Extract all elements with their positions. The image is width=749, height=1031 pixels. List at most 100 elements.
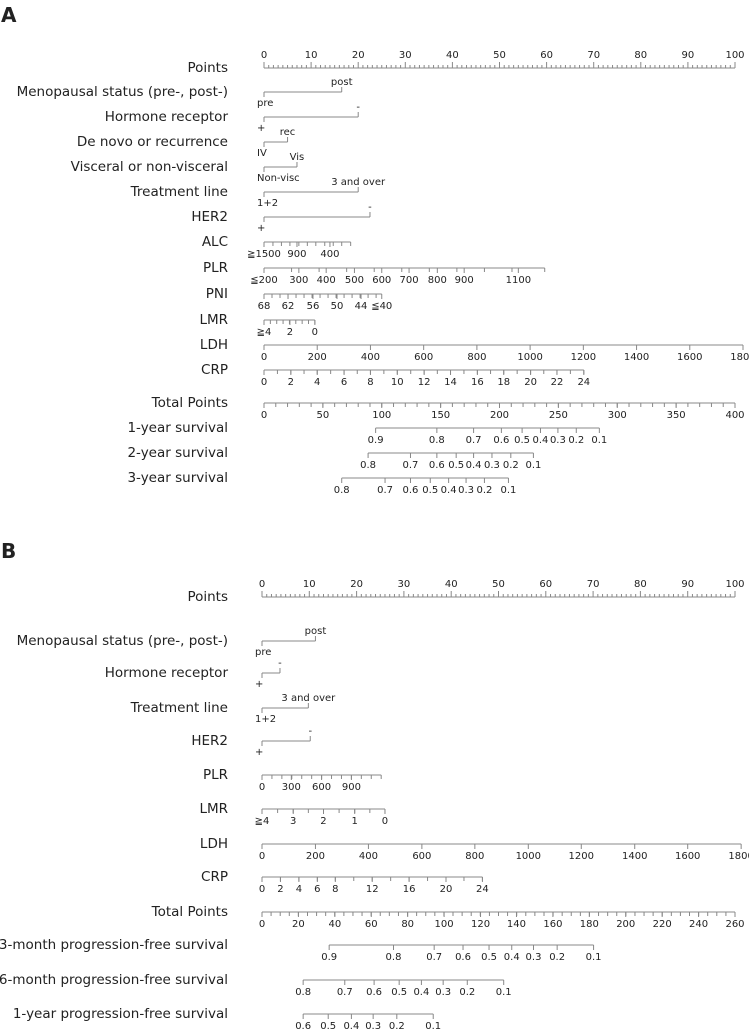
tick-label-points-8: 80 [634,579,647,590]
tick-label-ldh-4: 800 [465,851,484,862]
row-label-plr: PLR [203,260,228,276]
tick-label-1-year-survival-1: 0.8 [429,435,445,446]
tick-label-total-points-12: 240 [689,919,708,930]
tick-label-hormone-receptor-0: + [257,123,265,134]
tick-label-6-month-progression-free-survival-5: 0.3 [435,987,451,998]
tick-label-plr-1: 300 [282,782,301,793]
tick-label-points-6: 60 [540,50,553,61]
tick-label-pni-3: 50 [331,301,344,312]
tick-label-treatment-line-1: 3 and over [281,693,336,704]
tick-label-1-year-progression-free-survival-1: 0.5 [320,1021,336,1031]
nomogram-row-2-year-survival: 2-year survival 0.8 0.7 0.6 0.5 0.4 0.3 0.2 0.1 [127,445,541,471]
tick-label-crp-7: 20 [440,884,453,895]
tick-label-plr-2: 400 [317,275,336,286]
row-label-1-year-progression-free-survival: 1-year progression-free survival [13,1006,228,1022]
tick-label-3-month-progression-free-survival-6: 0.3 [526,952,542,963]
nomogram-row-points: Points 0 10 20 30 40 50 60 70 80 90 100 [187,579,744,605]
tick-label-ldh-5: 1000 [516,851,541,862]
row-label-menopausal-status-pre-post: Menopausal status (pre-, post-) [17,84,228,100]
tick-label-crp-2: 4 [296,884,302,895]
tick-label-crp-4: 8 [367,377,373,388]
row-label-treatment-line: Treatment line [130,700,228,716]
nomogram-row-hormone-receptor: Hormone receptor + - [105,658,282,690]
nomogram-row-total-points: Total Points 0 20 40 60 80 100 120 140 160 180 200 2… [151,904,745,930]
row-label-3-year-survival: 3-year survival [127,470,228,486]
tick-label-total-points-4: 200 [490,410,509,421]
tick-label-total-points-10: 200 [616,919,635,930]
tick-label-lmr-0: ≧4 [257,327,272,338]
tick-label-menopausal-status-pre-post-1: post [305,626,327,637]
tick-label-points-5: 50 [493,50,506,61]
tick-label-total-points-0: 0 [261,410,267,421]
tick-label-ldh-2: 400 [361,352,380,363]
tick-label-total-points-8: 160 [543,919,562,930]
tick-label-1-year-progression-free-survival-2: 0.4 [343,1021,359,1031]
tick-label-crp-5: 12 [366,884,379,895]
tick-label-1-year-progression-free-survival-0: 0.6 [295,1021,311,1031]
tick-label-total-points-2: 40 [328,919,341,930]
tick-label-1-year-progression-free-survival-3: 0.3 [365,1021,381,1031]
row-label-pni: PNI [206,286,228,302]
tick-label-total-points-6: 120 [471,919,490,930]
row-label-menopausal-status-pre-post: Menopausal status (pre-, post-) [17,633,228,649]
row-label-crp: CRP [201,869,228,885]
tick-label-1-year-survival-2: 0.7 [466,435,482,446]
tick-label-crp-1: 2 [277,884,283,895]
tick-label-6-month-progression-free-survival-7: 0.1 [496,987,512,998]
tick-label-plr-5: 700 [400,275,419,286]
tick-label-plr-4: 600 [372,275,391,286]
tick-label-plr-0: ≦200 [250,275,277,286]
tick-label-her2-1: - [368,202,372,213]
tick-label-alc-2: 400 [320,249,339,260]
tick-label-total-points-1: 50 [317,410,330,421]
tick-label-treatment-line-1: 3 and over [331,177,386,188]
tick-label-plr-8: 1100 [506,275,531,286]
tick-label-2-year-survival-7: 0.1 [525,460,541,471]
tick-label-ldh-7: 1400 [624,352,649,363]
tick-label-pni-1: 62 [282,301,295,312]
nomogram-row-hormone-receptor: Hormone receptor + - [105,102,361,134]
tick-label-crp-6: 16 [403,884,416,895]
tick-label-2-year-survival-4: 0.4 [466,460,482,471]
tick-label-crp-7: 14 [444,377,457,388]
tick-label-alc-1: 900 [287,249,306,260]
row-label-alc: ALC [202,234,228,250]
nomogram-row-total-points: Total Points 0 50 100 150 200 250 300 350 400 [151,395,745,421]
tick-label-points-7: 70 [587,50,600,61]
tick-label-points-7: 70 [587,579,600,590]
tick-label-1-year-survival-5: 0.4 [533,435,549,446]
nomogram-row-points: Points 0 10 20 30 40 50 60 70 80 90 100 [187,50,744,76]
tick-label-ldh-1: 200 [308,352,327,363]
tick-label-points-8: 80 [634,50,647,61]
tick-label-plr-1: 300 [289,275,308,286]
tick-label-her2-1: - [308,726,312,737]
row-label-lmr: LMR [199,801,228,817]
tick-label-de-novo-or-recurrence-1: rec [280,127,296,138]
tick-label-2-year-survival-6: 0.2 [503,460,519,471]
tick-label-points-4: 40 [446,50,459,61]
tick-label-lmr-2: 0 [312,327,318,338]
tick-label-points-9: 90 [682,50,695,61]
tick-label-6-month-progression-free-survival-3: 0.5 [391,987,407,998]
tick-label-crp-2: 4 [314,377,320,388]
tick-label-3-month-progression-free-survival-5: 0.4 [504,952,520,963]
tick-label-plr-3: 900 [342,782,361,793]
tick-label-2-year-survival-3: 0.5 [448,460,464,471]
nomogram-row-plr: PLR 0 300 600 900 [203,767,382,793]
row-label-hormone-receptor: Hormone receptor [105,665,229,681]
tick-label-1-year-survival-6: 0.3 [550,435,566,446]
tick-label-crp-12: 24 [577,377,590,388]
nomogram-row-de-novo-or-recurrence: De novo or recurrence IV rec [77,127,295,159]
tick-label-visceral-or-non-visceral-1: Vis [290,152,305,163]
tick-label-total-points-8: 400 [725,410,744,421]
tick-label-ldh-9: 1800 [728,851,749,862]
tick-label-crp-6: 12 [418,377,431,388]
nomogram-row-plr: PLR ≦200 300 400 500 600 700 800 900 1100 [203,260,546,286]
row-label-3-month-progression-free-survival: 3-month progression-free survival [0,937,228,953]
tick-label-pni-0: 68 [258,301,271,312]
row-label-2-year-survival: 2-year survival [127,445,228,461]
tick-label-6-month-progression-free-survival-6: 0.2 [459,987,475,998]
tick-label-3-month-progression-free-survival-8: 0.1 [586,952,602,963]
tick-label-plr-3: 500 [345,275,364,286]
